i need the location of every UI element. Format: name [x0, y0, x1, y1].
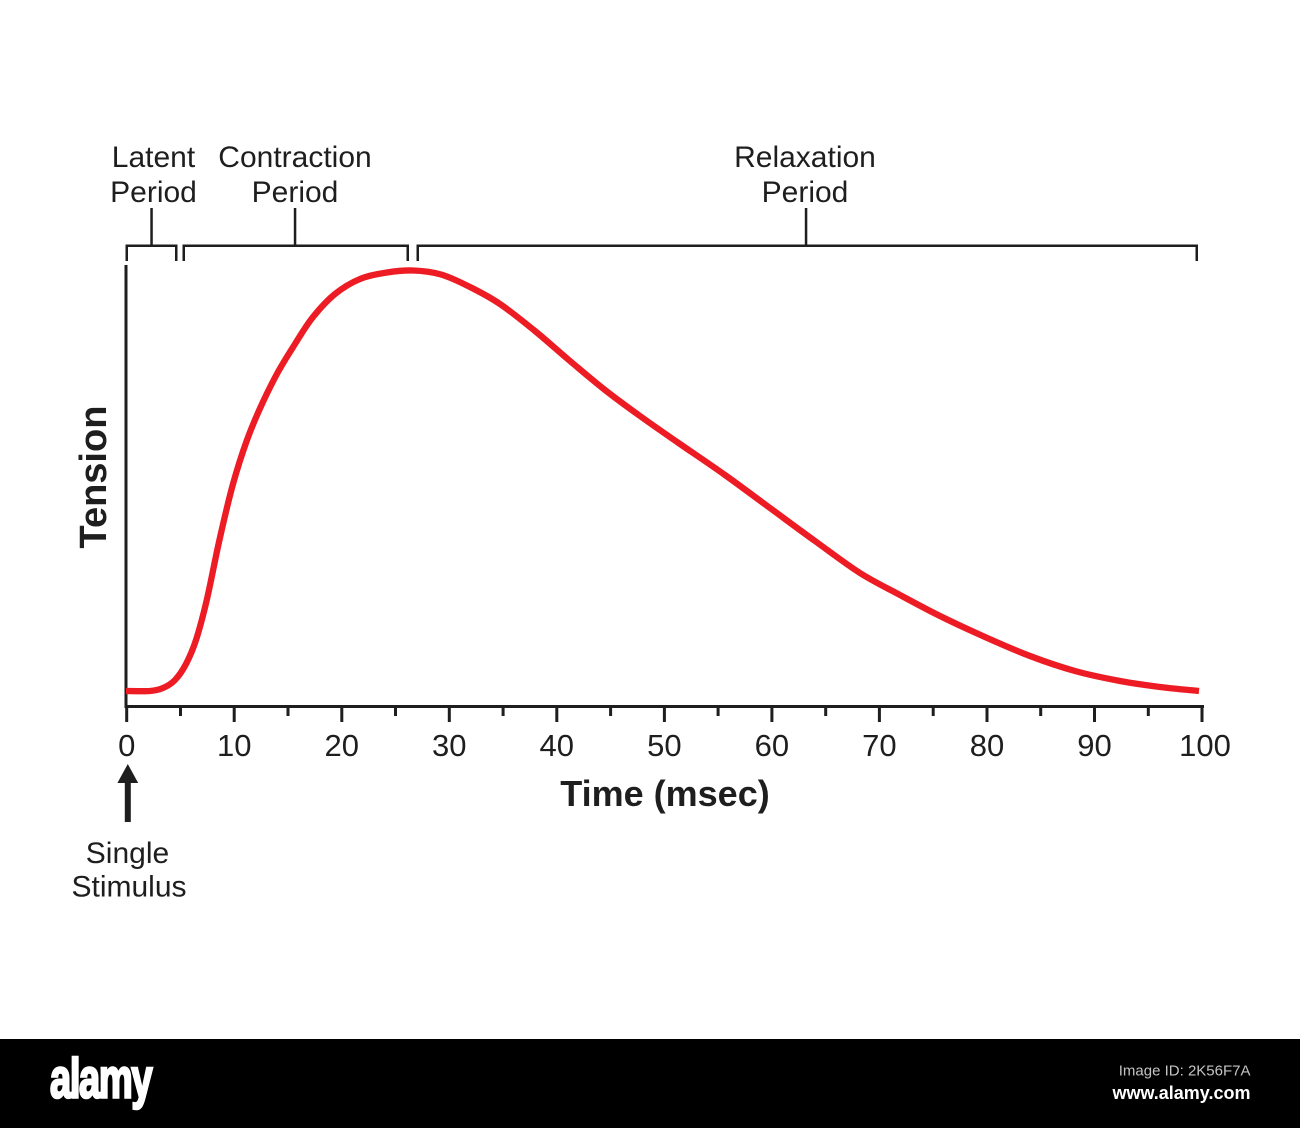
svg-text:Period: Period [252, 176, 339, 209]
svg-text:Latent: Latent [112, 141, 196, 174]
svg-text:0: 0 [118, 728, 135, 763]
svg-text:Contraction: Contraction [218, 141, 371, 174]
svg-text:70: 70 [862, 728, 896, 763]
svg-text:10: 10 [217, 728, 251, 763]
svg-text:20: 20 [325, 728, 359, 763]
svg-text:30: 30 [432, 728, 466, 763]
svg-text:alamy: alamy [50, 1049, 153, 1111]
svg-text:Period: Period [110, 176, 197, 209]
svg-text:90: 90 [1077, 728, 1111, 763]
svg-text:60: 60 [755, 728, 789, 763]
svg-text:50: 50 [647, 728, 681, 763]
svg-text:Period: Period [762, 176, 849, 209]
svg-text:Tension: Tension [73, 406, 115, 549]
svg-text:www.alamy.com: www.alamy.com [1111, 1083, 1250, 1103]
svg-text:Time (msec): Time (msec) [560, 773, 769, 814]
svg-text:80: 80 [970, 728, 1004, 763]
svg-text:40: 40 [540, 728, 574, 763]
svg-text:Relaxation: Relaxation [734, 141, 876, 174]
svg-text:100: 100 [1179, 728, 1231, 763]
svg-text:Single: Single [86, 837, 169, 870]
svg-text:Stimulus: Stimulus [71, 871, 186, 904]
svg-text:Image ID: 2K56F7A: Image ID: 2K56F7A [1119, 1063, 1251, 1080]
